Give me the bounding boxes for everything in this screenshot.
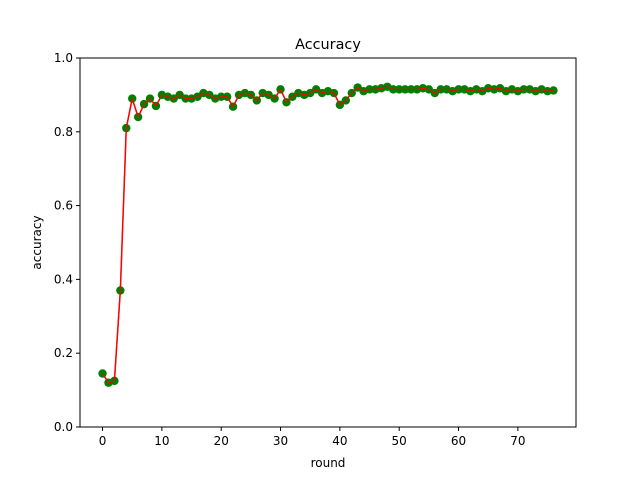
data-point xyxy=(98,369,107,378)
x-tick-label: 10 xyxy=(154,434,169,448)
x-tick-label: 50 xyxy=(392,434,407,448)
y-tick-label: 1.0 xyxy=(54,51,73,65)
x-axis-label: round xyxy=(311,456,346,470)
chart-title: Accuracy xyxy=(295,37,361,53)
y-tick-label: 0.2 xyxy=(54,346,73,360)
x-tick-label: 20 xyxy=(214,434,229,448)
y-axis-label: accuracy xyxy=(30,215,44,269)
data-point xyxy=(549,86,558,95)
accuracy-line-overlay xyxy=(102,86,554,384)
x-tick-label: 70 xyxy=(510,434,525,448)
x-tick-label: 30 xyxy=(273,434,288,448)
plot-frame xyxy=(79,57,577,428)
y-tick-label: 0.4 xyxy=(54,272,73,286)
x-tick-label: 60 xyxy=(451,434,466,448)
y-tick-label: 0.6 xyxy=(54,199,73,213)
y-tick-label: 0.0 xyxy=(54,420,73,434)
x-tick-label: 0 xyxy=(99,434,107,448)
y-tick-label: 0.8 xyxy=(54,125,73,139)
plot-area xyxy=(98,82,558,387)
x-tick-label: 40 xyxy=(332,434,347,448)
